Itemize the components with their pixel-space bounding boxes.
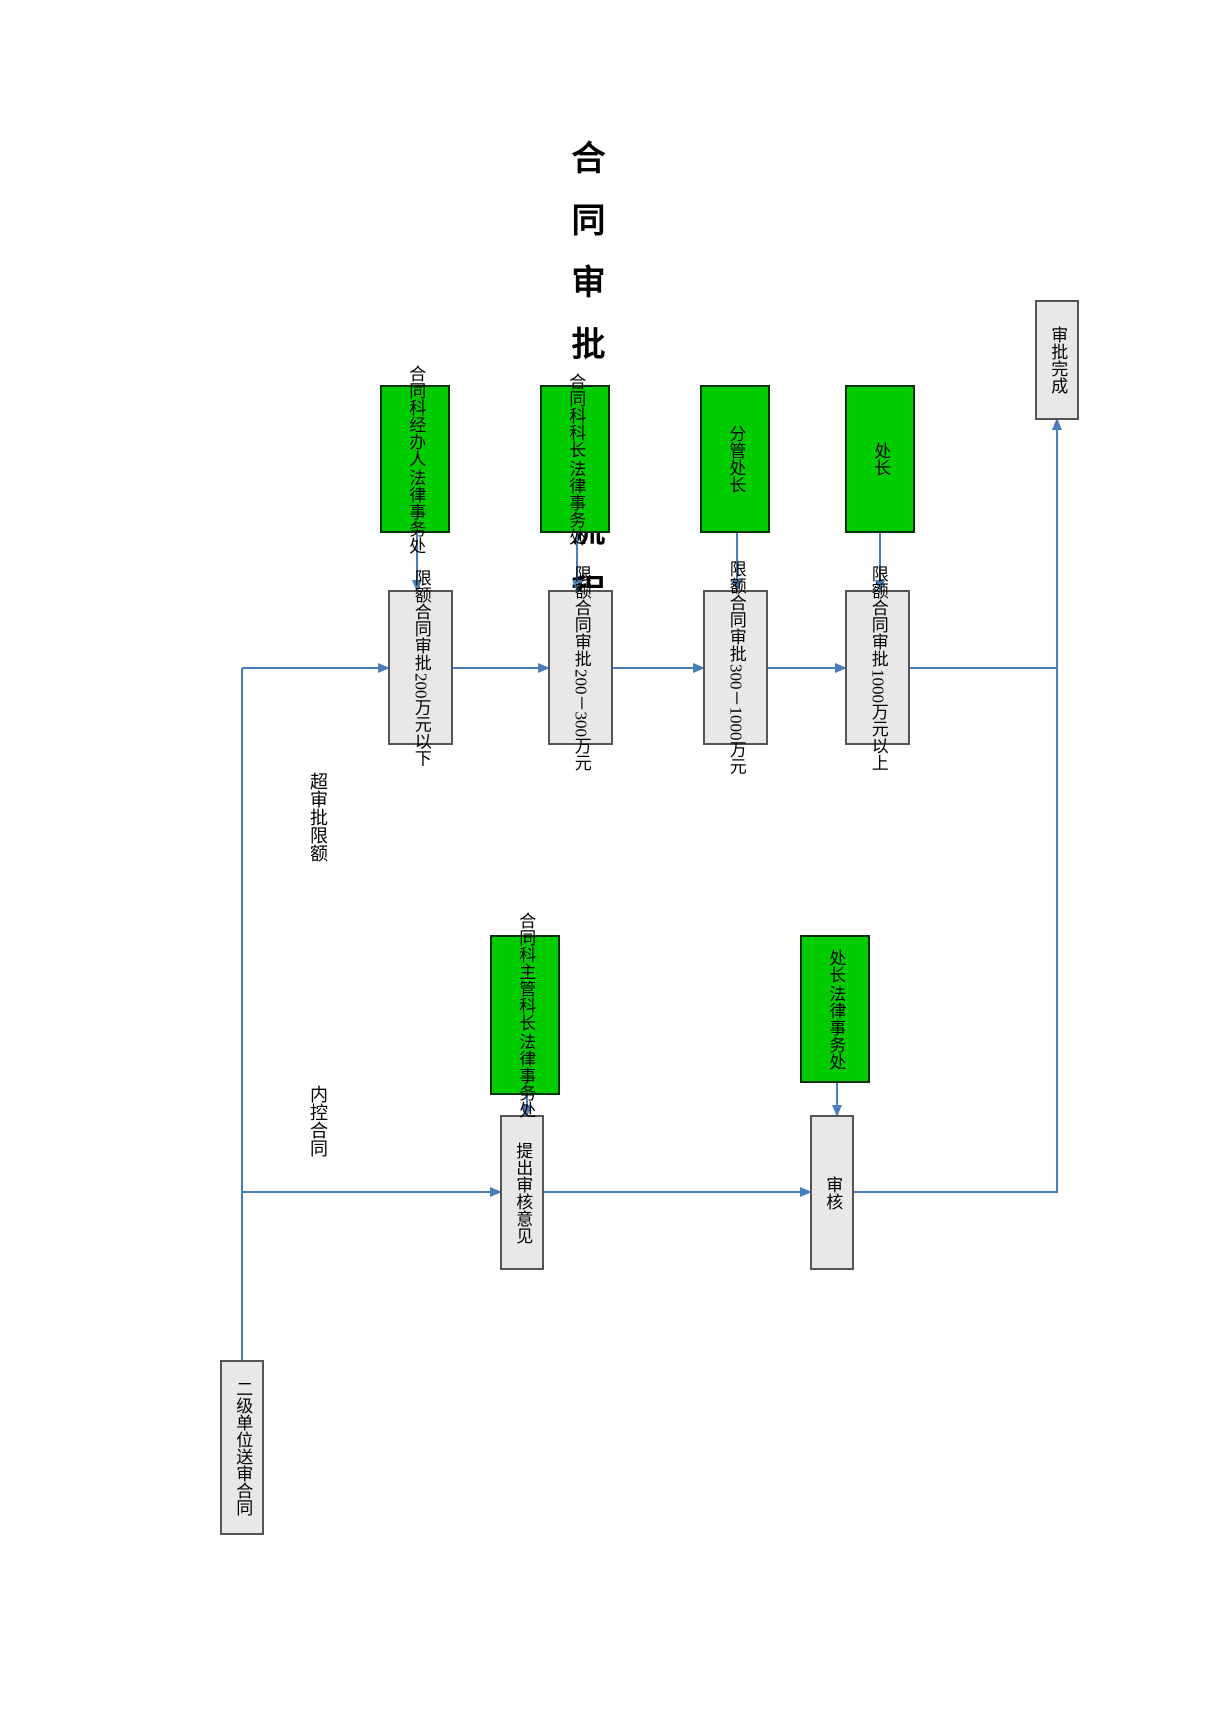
node-approver-1: 法律事务处合同科经办人 xyxy=(380,385,450,533)
node-opinion: 提出审核意见 xyxy=(500,1115,544,1270)
node-approver-6: 法律事务处处长 xyxy=(800,935,870,1083)
node-tier1: 200万元以下限额合同审批 xyxy=(388,590,453,745)
node-label: 法律事务处合同科主管科长 xyxy=(515,912,535,1118)
node-approver-2: 法律事务处合同科科长 xyxy=(540,385,610,533)
node-label: 200－300万元限额合同审批 xyxy=(570,565,590,771)
node-start: 二级单位送审合同 xyxy=(220,1360,264,1535)
node-label: 1000万元以上限额合同审批 xyxy=(867,565,887,771)
node-label: 法律事务处合同科科长 xyxy=(565,373,585,545)
edge-label-over-limit: 超审批限额 xyxy=(305,772,331,862)
node-approver-4: 处长 xyxy=(845,385,915,533)
node-label: 处长 xyxy=(870,442,890,476)
node-label: 300－1000万元限额合同审批 xyxy=(725,560,745,775)
node-review: 审核 xyxy=(810,1115,854,1270)
node-tier3: 300－1000万元限额合同审批 xyxy=(703,590,768,745)
node-approver-3: 分管处长 xyxy=(700,385,770,533)
node-tier2: 200－300万元限额合同审批 xyxy=(548,590,613,745)
node-label: 审批完成 xyxy=(1047,326,1067,394)
node-label: 法律事务处合同科经办人 xyxy=(405,365,425,554)
node-label: 审核 xyxy=(822,1176,842,1210)
node-label: 分管处长 xyxy=(725,425,745,493)
node-tier4: 1000万元以上限额合同审批 xyxy=(845,590,910,745)
node-approver-5: 法律事务处合同科主管科长 xyxy=(490,935,560,1095)
node-label: 二级单位送审合同 xyxy=(232,1380,252,1516)
node-label: 法律事务处处长 xyxy=(825,949,845,1070)
node-label: 提出审核意见 xyxy=(512,1142,532,1244)
node-done: 审批完成 xyxy=(1035,300,1079,420)
node-label: 200万元以下限额合同审批 xyxy=(410,569,430,767)
flowchart-canvas: 合同审批工作流程图 二级单位送审合同 200万元以下限额合同审批 200－300… xyxy=(0,0,1214,1719)
edge-label-internal: 内控合同 xyxy=(305,1085,331,1157)
